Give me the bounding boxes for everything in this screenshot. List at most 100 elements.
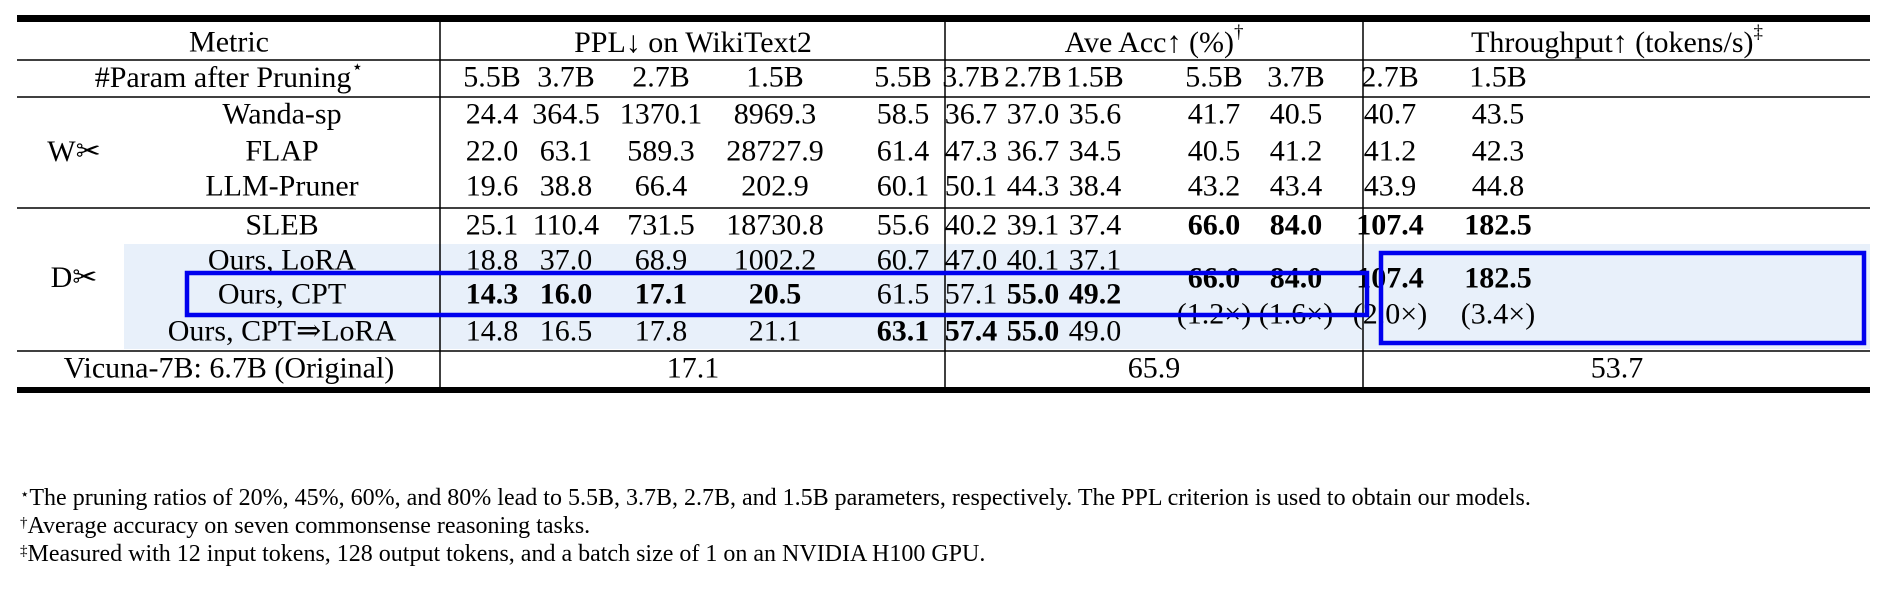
table-cell: 42.3	[1472, 135, 1525, 168]
baseline-value: 65.9	[1128, 352, 1181, 385]
param-row-label-text: #Param after Pruning	[95, 61, 352, 94]
results-table-graphic: Metric PPL↓ on WikiText2 Ave Acc↑ (%)† Thro…	[17, 15, 1870, 393]
table-cell: 107.4	[1356, 209, 1424, 242]
table-cell: 49.2	[1069, 278, 1122, 311]
table-cell: 38.8	[540, 170, 593, 203]
table-cell: 61.5	[877, 278, 930, 311]
table-cell: 40.5	[1270, 98, 1323, 131]
table-cell: 61.4	[877, 135, 930, 168]
param-size: 5.5B	[874, 61, 932, 94]
param-row-label: #Param after Pruning⋆	[95, 57, 364, 94]
footnote-param: ⋆The pruning ratios of 20%, 45%, 60%, an…	[20, 484, 1870, 512]
section-label-text: W✂	[47, 135, 100, 168]
table-cell: 16.5	[540, 315, 593, 348]
footnote-mark: †	[20, 515, 28, 531]
group-header-mark: †	[1234, 22, 1244, 43]
top-rule	[17, 15, 1870, 22]
table-cell: 41.2	[1364, 135, 1417, 168]
group-header-mark: ‡	[1753, 22, 1763, 43]
footnote-text: The pruning ratios of 20%, 45%, 60%, and…	[29, 485, 1531, 511]
table-cell: 34.5	[1069, 135, 1122, 168]
table-cell: 364.5	[532, 98, 600, 131]
method-name: SLEB	[245, 209, 318, 242]
param-size: 2.7B	[632, 61, 690, 94]
table-cell: 43.9	[1364, 170, 1417, 203]
method-name: Wanda-sp	[222, 98, 341, 131]
table-cell: 57.1	[945, 278, 998, 311]
table-cell: 202.9	[741, 170, 809, 203]
table-cell: 21.1	[749, 315, 802, 348]
table-cell: 44.3	[1007, 170, 1060, 203]
table-cell: 25.1	[466, 209, 519, 242]
group-header-text: Throughput↑ (tokens/s)	[1471, 26, 1753, 59]
baseline-value: 53.7	[1591, 352, 1644, 385]
table-cell: 589.3	[627, 135, 695, 168]
ours-shading	[124, 244, 1870, 349]
method-name: Ours, CPT⇒LoRA	[168, 315, 397, 348]
group-header: Ave Acc↑ (%)†	[1065, 22, 1244, 59]
table-cell: 182.5	[1464, 209, 1532, 242]
footnote-mark: ⋆	[20, 487, 30, 503]
table-cell: 18730.8	[726, 209, 824, 242]
table-cell: 20.5	[749, 278, 802, 311]
baseline-label: Vicuna-7B: 6.7B (Original)	[64, 352, 395, 385]
table-cell: 28727.9	[726, 135, 824, 168]
throughput-value: 182.5	[1464, 262, 1532, 295]
param-size: 1.5B	[1066, 61, 1124, 94]
throughput-value: 66.0	[1188, 262, 1241, 295]
bottom-rule	[17, 387, 1870, 393]
footnotes: ⋆The pruning ratios of 20%, 45%, 60%, an…	[20, 484, 1870, 568]
table-cell: 55.6	[877, 209, 930, 242]
table-cell: 17.8	[635, 315, 688, 348]
table-cell: 44.8	[1472, 170, 1525, 203]
speedup-value: (3.4×)	[1461, 298, 1535, 331]
method-name: LLM-Pruner	[205, 170, 358, 203]
table-cell: 66.0	[1188, 209, 1241, 242]
table-cell: 63.1	[540, 135, 593, 168]
table-cell: 63.1	[877, 315, 930, 348]
table-cell: 55.0	[1007, 315, 1060, 348]
table-cell: 8969.3	[734, 98, 817, 131]
param-size: 1.5B	[746, 61, 804, 94]
footnote-text: Measured with 12 input tokens, 128 outpu…	[27, 541, 986, 567]
group-header-text: Ave Acc↑ (%)	[1065, 26, 1234, 59]
table-cell: 41.7	[1188, 98, 1241, 131]
table-cell: 66.4	[635, 170, 688, 203]
highlight-box-throughput	[1378, 250, 1867, 346]
table-cell: 14.3	[466, 278, 519, 311]
table-cell: 43.4	[1270, 170, 1323, 203]
table-cell: 36.7	[1007, 135, 1060, 168]
table-cell: 1370.1	[620, 98, 703, 131]
footnote-mark: ‡	[20, 543, 28, 559]
table-cell: 84.0	[1270, 209, 1323, 242]
param-size: 5.5B	[463, 61, 521, 94]
table-cell: 47.3	[945, 135, 998, 168]
param-size: 2.7B	[1004, 61, 1062, 94]
table-cell: 58.5	[877, 98, 930, 131]
table-cell: 43.5	[1472, 98, 1525, 131]
footnote-accuracy: †Average accuracy on seven commonsense r…	[20, 512, 1870, 540]
throughput-value: 84.0	[1270, 262, 1323, 295]
table-cell: 36.7	[945, 98, 998, 131]
param-size: 3.7B	[942, 61, 1000, 94]
table-cell: 60.1	[877, 170, 930, 203]
table-cell: 43.2	[1188, 170, 1241, 203]
table-cell: 110.4	[533, 209, 599, 242]
param-size: 3.7B	[1267, 61, 1325, 94]
method-name: Ours, CPT	[218, 278, 346, 311]
table-cell: 16.0	[540, 278, 593, 311]
table-cell: 50.1	[945, 170, 998, 203]
table-cell: 17.1	[635, 278, 688, 311]
table-cell: 41.2	[1270, 135, 1323, 168]
table-cell: 40.5	[1188, 135, 1241, 168]
table-cell: 40.7	[1364, 98, 1417, 131]
param-size: 2.7B	[1361, 61, 1419, 94]
section-label-text: D✂	[51, 261, 98, 294]
table-cell: 22.0	[466, 135, 519, 168]
table-cell: 57.4	[945, 315, 998, 348]
results-table: Metric PPL↓ on WikiText2 Ave Acc↑ (%)† Thro…	[17, 15, 1870, 481]
table-cell: 39.1	[1007, 209, 1060, 242]
table-cell: 35.6	[1069, 98, 1122, 131]
method-name: FLAP	[245, 135, 318, 168]
table-cell: 37.0	[1007, 98, 1060, 131]
